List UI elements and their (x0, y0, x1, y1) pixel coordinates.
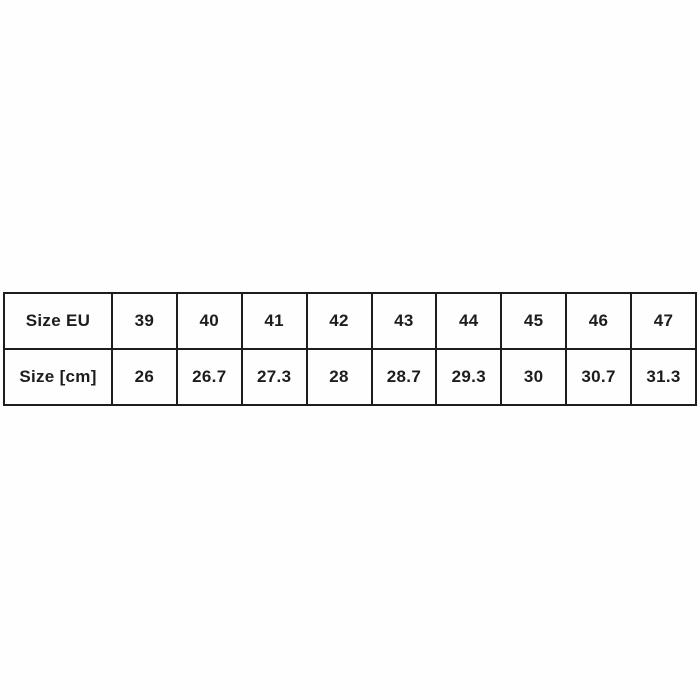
table-cell-eu: 40 (175, 292, 243, 350)
table-row-size-eu: Size EU 39 40 41 42 43 44 45 46 47 (3, 292, 697, 350)
table-cell-eu: 44 (435, 292, 503, 350)
table-row-size-cm: Size [cm] 26 26.7 27.3 28 28.7 29.3 30 3… (3, 348, 697, 406)
table-cell-eu: 43 (370, 292, 438, 350)
table-cell-cm: 26.7 (175, 348, 243, 406)
table-cell-eu: 41 (240, 292, 308, 350)
table-cell-eu: 42 (305, 292, 373, 350)
table-cell-eu: 46 (565, 292, 632, 350)
table-cell-cm: 29.3 (435, 348, 503, 406)
row-header-size-cm: Size [cm] (3, 348, 113, 406)
table-cell-cm: 30 (500, 348, 568, 406)
size-table: Size EU 39 40 41 42 43 44 45 46 47 Size … (3, 292, 697, 406)
table-cell-cm: 28 (305, 348, 373, 406)
table-cell-eu: 47 (630, 292, 697, 350)
table-cell-eu: 39 (111, 292, 178, 350)
table-cell-cm: 27.3 (240, 348, 308, 406)
row-header-size-eu: Size EU (3, 292, 113, 350)
table-cell-cm: 28.7 (370, 348, 438, 406)
table-cell-cm: 31.3 (630, 348, 697, 406)
table-cell-cm: 26 (111, 348, 178, 406)
table-cell-cm: 30.7 (565, 348, 632, 406)
size-conversion-table: Size EU 39 40 41 42 43 44 45 46 47 Size … (3, 292, 697, 406)
table-cell-eu: 45 (500, 292, 568, 350)
